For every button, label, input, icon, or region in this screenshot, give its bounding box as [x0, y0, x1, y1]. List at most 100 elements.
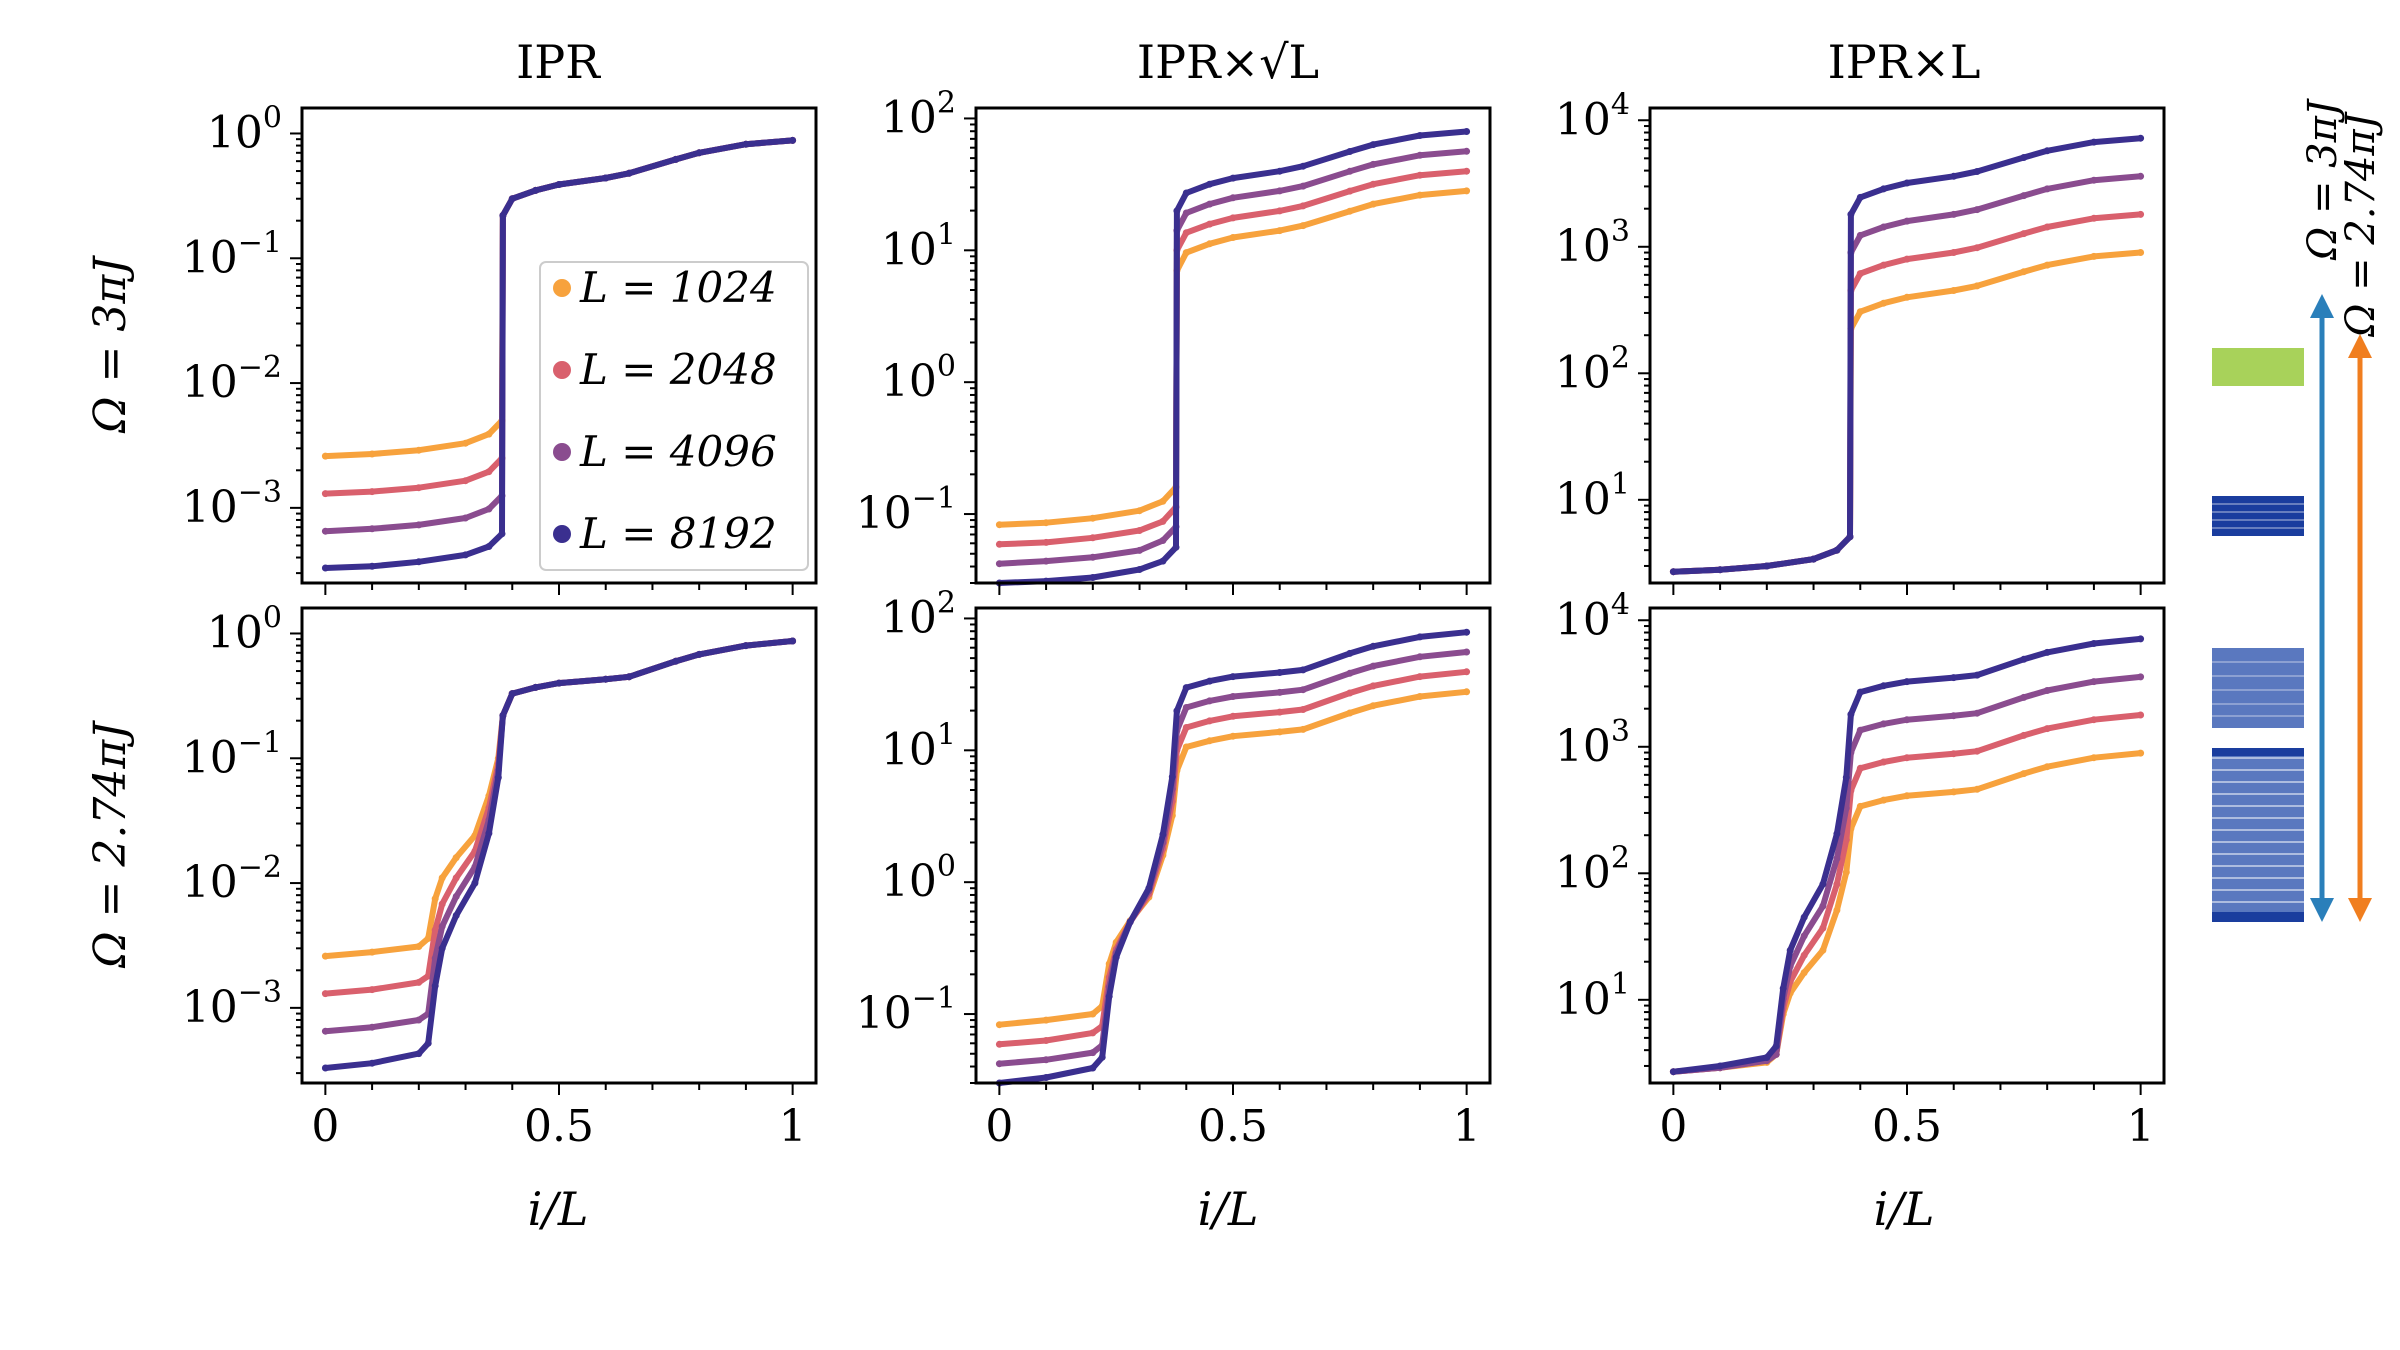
data-point: [2020, 268, 2028, 276]
series-line-L1024: [322, 638, 796, 960]
data-point: [1903, 716, 1911, 724]
panel-row1-col1: 100 10−1 10−2 10−3: [182, 100, 818, 595]
data-point: [1299, 182, 1307, 190]
row-label-omega-3pi: Ω = 3πJ: [85, 255, 136, 434]
series-line-L1024: [1670, 750, 2144, 1075]
arrow-head-orange-bottom: [2348, 898, 2372, 922]
data-point: [1950, 788, 1958, 796]
y-tick-label: 102: [881, 585, 956, 643]
panel-row2-col1: 0 0.5 1 100 10−1 10−2 10−3: [182, 600, 818, 1152]
y-tick-label: 10−1: [856, 981, 956, 1039]
x-tick-label: 1: [2127, 1101, 2155, 1152]
data-point: [2020, 770, 2028, 778]
data-point: [415, 446, 423, 454]
series-line-L2048: [996, 668, 1470, 1048]
data-point: [1369, 702, 1377, 710]
data-point: [1089, 574, 1097, 581]
x-tick-label: 0.5: [524, 1101, 594, 1152]
x-tick-label: 1: [1453, 1101, 1481, 1152]
data-point: [1779, 984, 1787, 992]
data-point: [1042, 1016, 1050, 1024]
spectrum-level-lines: [2212, 503, 2304, 922]
data-point: [1842, 804, 1850, 812]
data-point: [695, 149, 703, 157]
data-point: [1206, 180, 1214, 188]
data-point: [1229, 673, 1237, 681]
data-point: [1833, 880, 1841, 888]
data-point: [1182, 724, 1190, 731]
data-point: [1136, 507, 1143, 515]
data-point: [2090, 754, 2098, 762]
data-point: [415, 558, 423, 566]
data-point: [1276, 708, 1284, 716]
data-point: [1880, 185, 1888, 193]
y-tick-label: 100: [207, 600, 282, 658]
x-tick-label: 0.5: [1872, 1101, 1942, 1152]
data-point: [1973, 282, 1981, 290]
data-point: [1168, 773, 1176, 781]
data-point: [438, 900, 446, 908]
data-point: [1276, 167, 1284, 175]
data-point: [1463, 187, 1471, 195]
x-tick-label: 0.5: [1198, 1101, 1268, 1152]
data-point: [2090, 176, 2098, 184]
data-point: [1206, 737, 1214, 745]
data-point: [438, 922, 446, 930]
data-point: [1346, 669, 1354, 677]
data-point: [1856, 231, 1864, 239]
data-point: [1463, 128, 1471, 135]
data-point: [1416, 693, 1424, 700]
data-point: [499, 712, 507, 719]
data-point: [1800, 969, 1808, 977]
data-point: [1369, 160, 1377, 168]
data-point: [368, 450, 376, 458]
data-point: [602, 174, 610, 182]
data-point: [1172, 543, 1180, 551]
data-point: [1042, 538, 1050, 546]
data-point: [695, 650, 703, 658]
data-point: [2090, 678, 2098, 686]
data-point: [2137, 749, 2145, 757]
arrow-head-blue-top: [2310, 294, 2334, 318]
data-point: [1089, 1029, 1097, 1037]
arrow-head-orange-top: [2348, 334, 2372, 358]
series-line-L4096: [1670, 673, 2144, 1075]
data-point: [1950, 287, 1958, 294]
data-point: [415, 521, 423, 529]
data-point: [995, 1060, 1003, 1068]
data-point: [1346, 207, 1354, 215]
data-point: [368, 986, 376, 994]
series-line-L4096: [996, 148, 1470, 567]
x-axis-label-col2: i/L: [1198, 1182, 1259, 1236]
data-point: [1206, 697, 1214, 705]
data-point: [415, 978, 423, 986]
data-point: [2020, 731, 2028, 739]
legend-marker-1024: [553, 279, 571, 297]
data-point: [321, 1064, 329, 1072]
data-point: [672, 657, 680, 665]
data-point: [368, 948, 376, 956]
data-point: [1416, 653, 1424, 661]
data-point: [431, 982, 439, 990]
data-point: [1182, 249, 1190, 257]
legend-label-8192: L = 8192: [579, 509, 777, 558]
data-point: [2137, 172, 2145, 180]
y-tick-label: 101: [881, 717, 956, 775]
data-point: [2020, 192, 2028, 200]
data-point: [1786, 946, 1794, 954]
data-point: [1800, 913, 1808, 921]
data-point: [321, 1027, 329, 1035]
data-point: [2090, 138, 2098, 146]
y-tick-label: 103: [1555, 214, 1630, 272]
data-point: [1880, 299, 1888, 307]
data-point: [1716, 1062, 1724, 1070]
series-line-L8192: [1670, 635, 2144, 1075]
data-point: [1159, 557, 1167, 565]
y-tick-label: 10−2: [182, 850, 282, 908]
data-point: [321, 990, 329, 998]
y-tick-label: 103: [1555, 714, 1630, 772]
data-point: [1089, 1064, 1097, 1072]
data-point: [508, 690, 516, 698]
data-point: [1276, 187, 1284, 195]
data-point: [1159, 537, 1167, 544]
